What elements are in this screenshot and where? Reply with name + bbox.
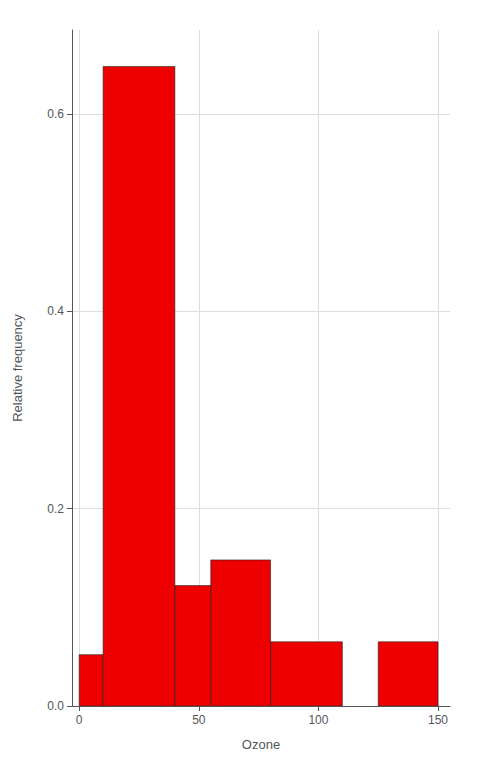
svg-text:0.2: 0.2	[47, 502, 64, 516]
svg-text:0.4: 0.4	[47, 304, 64, 318]
svg-text:0.0: 0.0	[47, 699, 64, 713]
svg-text:Relative frequency: Relative frequency	[10, 314, 25, 422]
svg-text:50: 50	[192, 713, 206, 727]
svg-text:150: 150	[428, 713, 448, 727]
svg-text:0.6: 0.6	[47, 107, 64, 121]
svg-text:0: 0	[76, 713, 83, 727]
svg-text:100: 100	[308, 713, 328, 727]
svg-text:Ozone: Ozone	[242, 737, 280, 752]
